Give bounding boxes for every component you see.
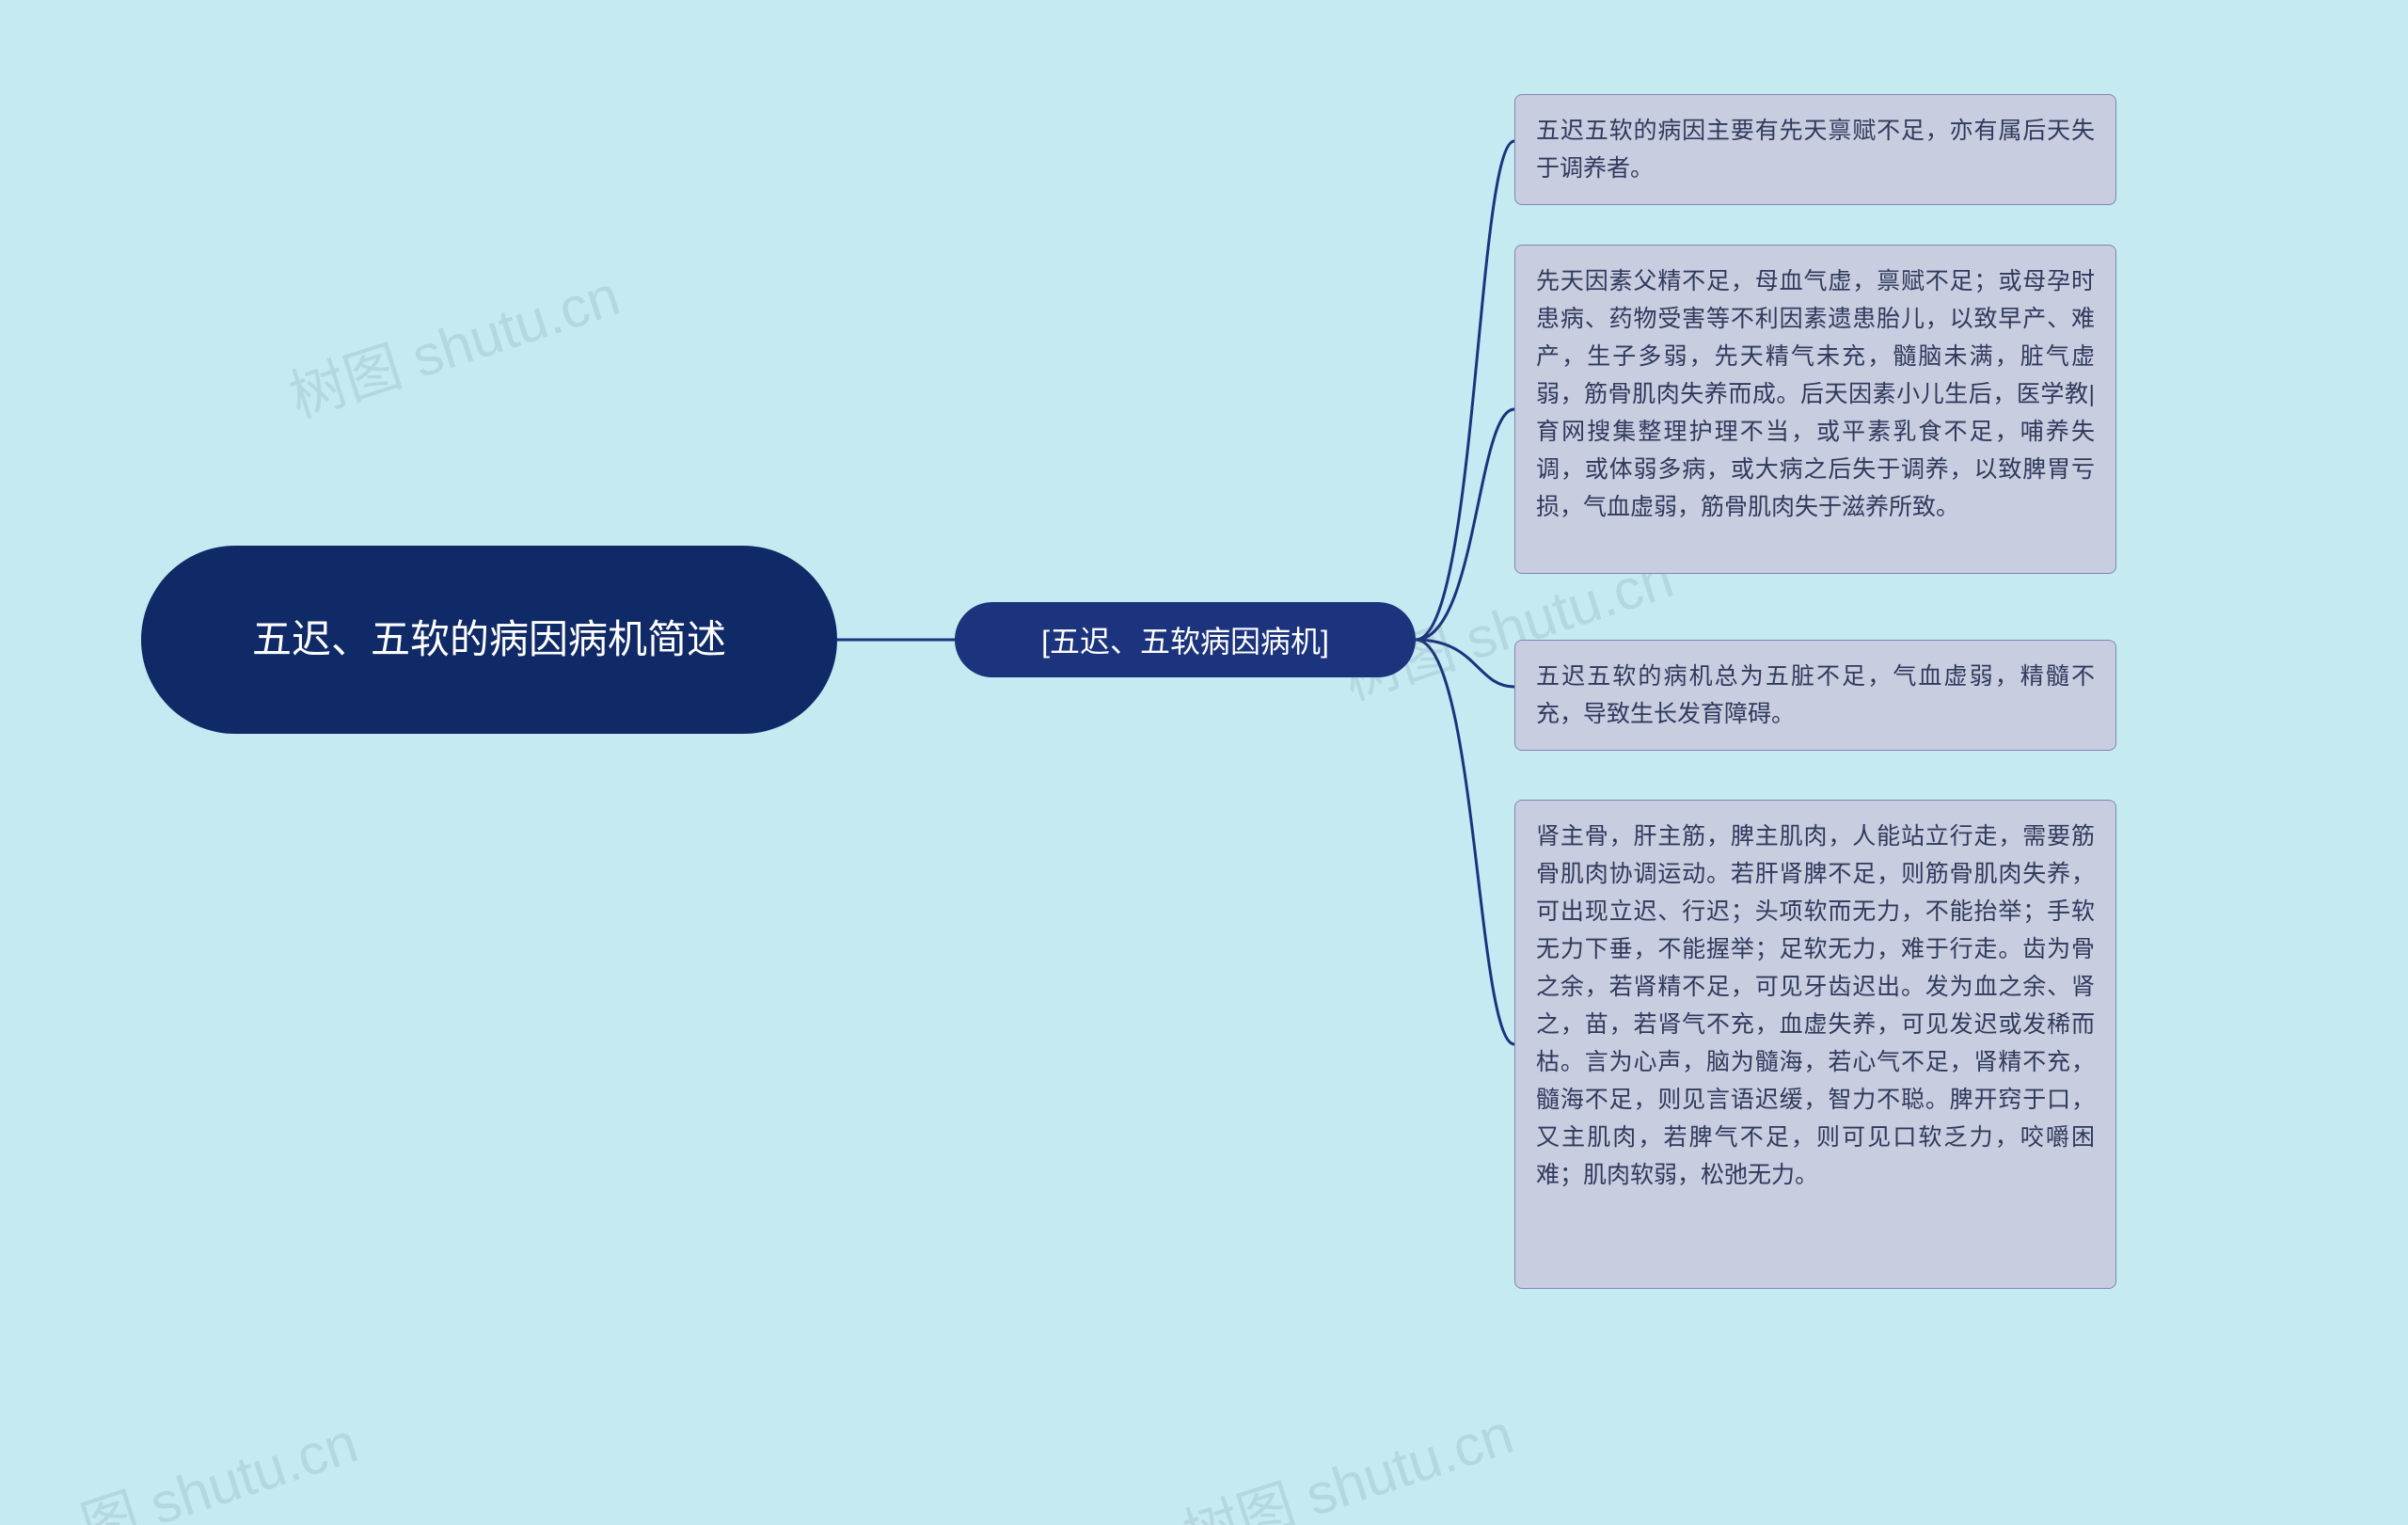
leaf-text: 先天因素父精不足，母血气虚，禀赋不足；或母孕时患病、药物受害等不利因素遗患胎儿，… <box>1536 268 2095 520</box>
watermark: 图 shutu.cn <box>70 1397 367 1525</box>
branch-label: [五迟、五软病因病机] <box>1041 618 1329 661</box>
leaf-node: 五迟五软的病机总为五脏不足，气血虚弱，精髓不充，导致生长发育障碍。 <box>1514 640 2116 751</box>
leaf-text: 五迟五软的病因主要有先天禀赋不足，亦有属后天失于调养者。 <box>1536 118 2095 182</box>
leaf-node: 肾主骨，肝主筋，脾主肌肉，人能站立行走，需要筋骨肌肉协调运动。若肝肾脾不足，则筋… <box>1514 800 2116 1289</box>
watermark: 树图 shutu.cn <box>277 250 628 434</box>
mindmap-canvas: 树图 shutu.cn 树图 shutu.cn 图 shutu.cn 树图 sh… <box>0 0 2408 1525</box>
watermark: 树图 shutu.cn <box>1171 1389 1522 1525</box>
root-label: 五迟、五软的病因病机简述 <box>252 612 726 669</box>
leaf-node: 先天因素父精不足，母血气虚，禀赋不足；或母孕时患病、药物受害等不利因素遗患胎儿，… <box>1514 245 2116 574</box>
leaf-text: 五迟五软的病机总为五脏不足，气血虚弱，精髓不充，导致生长发育障碍。 <box>1536 663 2095 727</box>
branch-node: [五迟、五软病因病机] <box>955 602 1416 677</box>
root-node: 五迟、五软的病因病机简述 <box>141 546 837 734</box>
leaf-node: 五迟五软的病因主要有先天禀赋不足，亦有属后天失于调养者。 <box>1514 94 2116 205</box>
leaf-text: 肾主骨，肝主筋，脾主肌肉，人能站立行走，需要筋骨肌肉协调运动。若肝肾脾不足，则筋… <box>1536 823 2095 1188</box>
edges-layer <box>0 0 2408 1525</box>
